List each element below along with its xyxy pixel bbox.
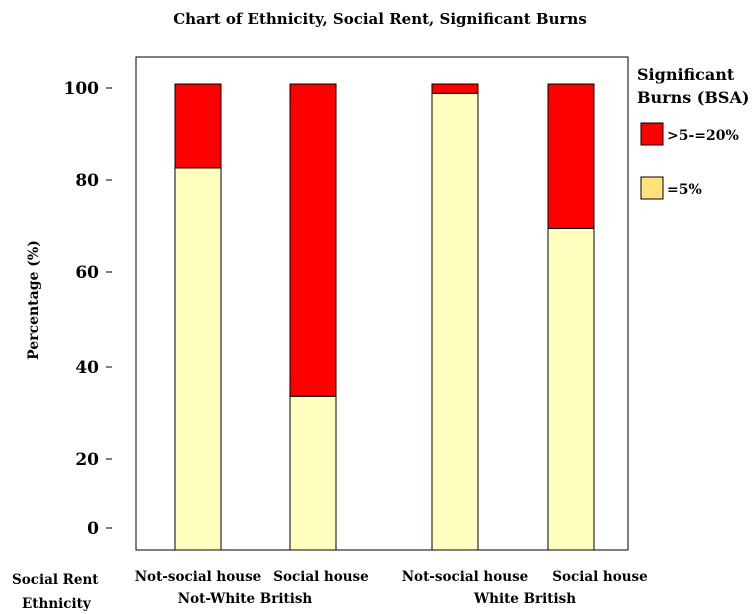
x-category-label: Social house xyxy=(552,569,648,585)
y-tick-label: 20 xyxy=(75,450,99,470)
social-rent-row-label: Social Rent xyxy=(12,572,99,588)
bar-segment-gt5-20-1 xyxy=(174,83,222,169)
y-tick-label: 40 xyxy=(75,358,99,378)
bar-segment-gt5-20-4 xyxy=(547,83,595,229)
x-category-label: Social house xyxy=(273,569,369,585)
bars-layer xyxy=(174,83,595,551)
y-axis-label: Percentage (%) xyxy=(26,240,42,360)
x-category-label: Not-social house xyxy=(135,569,262,585)
legend: Significant Burns (BSA) >5-=20% =5% xyxy=(637,65,749,200)
legend-title-line1: Significant xyxy=(637,65,735,84)
bar-segment-gt5-20-2 xyxy=(289,83,337,397)
bar-segment-le5-2 xyxy=(289,395,337,551)
bar-segment-le5-3 xyxy=(431,92,479,551)
x-group-label: Not-White British xyxy=(178,591,313,607)
bar-segment-gt5-20-3 xyxy=(431,83,479,94)
bar-segment-le5-4 xyxy=(547,227,595,551)
legend-entry-label: >5-=20% xyxy=(667,128,739,144)
y-axis-ticks: 0 20 40 60 80 100 xyxy=(64,79,112,539)
x-category-label: Not-social house xyxy=(402,569,529,585)
y-tick-label: 100 xyxy=(64,79,100,99)
y-tick-label: 80 xyxy=(75,171,99,191)
x-group-label: White British xyxy=(473,591,576,607)
legend-entry-label: =5% xyxy=(667,182,702,198)
chart-title: Chart of Ethnicity, Social Rent, Signifi… xyxy=(173,10,587,28)
legend-swatch xyxy=(640,122,664,146)
ethnicity-row-label: Ethnicity xyxy=(22,596,92,612)
bar-segment-le5-1 xyxy=(174,167,222,551)
y-tick-label: 60 xyxy=(75,263,99,283)
y-tick-label: 0 xyxy=(87,519,99,539)
legend-title-line2: Burns (BSA) xyxy=(637,88,749,107)
legend-swatch xyxy=(640,176,664,200)
x-axis-categories: Not-social house Social house Not-social h… xyxy=(135,569,648,607)
